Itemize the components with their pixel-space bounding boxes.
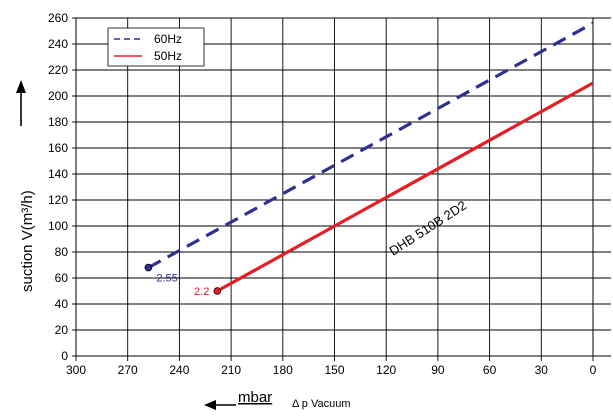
x-tick-label: 240 xyxy=(169,363,189,377)
y-tick-label: 260 xyxy=(48,11,68,25)
x-tick-label: 0 xyxy=(590,363,597,377)
x-axis-label: Δ p Vacuum xyxy=(292,398,351,410)
series-line-50hz xyxy=(216,81,594,293)
y-tick-label: 240 xyxy=(48,37,68,51)
x-tick-label: 30 xyxy=(535,363,549,377)
legend-label-60hz: 60Hz xyxy=(154,32,182,46)
y-tick-label: 0 xyxy=(61,349,68,363)
y-tick-label: 160 xyxy=(48,141,68,155)
y-tick-label: 120 xyxy=(48,193,68,207)
x-tick-label: 60 xyxy=(483,363,497,377)
y-tick-label: 200 xyxy=(48,89,68,103)
series-start-point-60hz xyxy=(144,263,153,272)
y-tick-label: 20 xyxy=(55,323,69,337)
y-tick-label: 140 xyxy=(48,167,68,181)
y-tick-label: 60 xyxy=(55,271,69,285)
y-tick-label: 40 xyxy=(55,297,69,311)
legend: 60Hz 50Hz xyxy=(107,27,205,67)
x-axis-arrow xyxy=(204,400,236,410)
legend-box xyxy=(107,27,205,67)
x-tick-label: 300 xyxy=(66,363,86,377)
series-start-point-50hz xyxy=(213,287,222,295)
legend-label-50hz: 50Hz xyxy=(154,49,182,63)
x-tick-labels: 300 270 240 210 180 150 120 90 60 30 0 xyxy=(66,363,597,377)
y-axis-arrow xyxy=(16,80,26,126)
grid xyxy=(72,17,611,361)
model-annotation: DHB 510B 2D2 xyxy=(386,198,469,259)
x-tick-label: 120 xyxy=(376,363,396,377)
series-start-label-50hz: 2.2 xyxy=(194,286,209,298)
x-tick-label: 150 xyxy=(324,363,344,377)
x-tick-label: 270 xyxy=(118,363,138,377)
y-tick-label: 180 xyxy=(48,115,68,129)
x-tick-label: 180 xyxy=(273,363,293,377)
series-line-60hz xyxy=(147,21,594,270)
series-lines: 2.55 2.2 xyxy=(144,21,594,298)
y-axis-label: suction V(m³/h) xyxy=(19,190,36,292)
y-tick-label: 220 xyxy=(48,63,68,77)
x-tick-label: 90 xyxy=(431,363,445,377)
series-start-label-60hz: 2.55 xyxy=(156,273,177,285)
y-tick-labels: 0 20 40 60 80 100 120 140 160 180 200 220 240 260 xyxy=(48,11,68,363)
x-tick-label: 210 xyxy=(221,363,241,377)
x-axis-unit: mbar xyxy=(238,389,272,406)
y-tick-label: 100 xyxy=(48,219,68,233)
y-tick-label: 80 xyxy=(55,245,69,259)
